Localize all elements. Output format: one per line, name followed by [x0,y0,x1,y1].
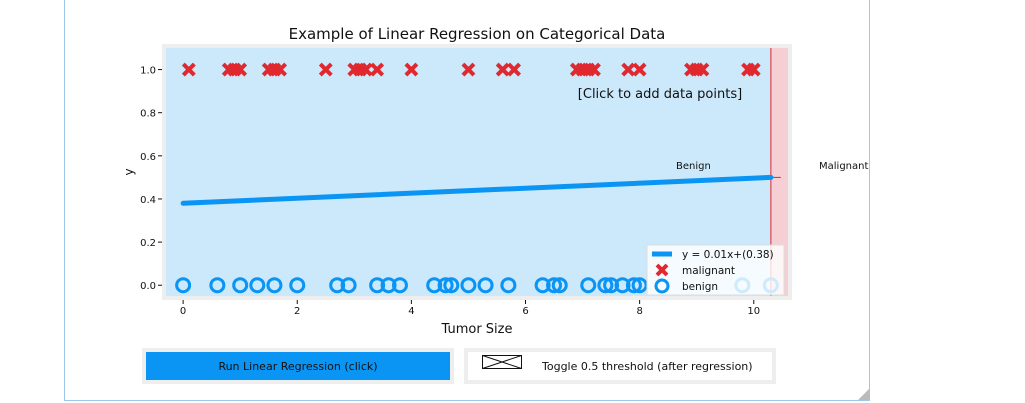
benign-point [625,277,642,294]
x-tick-label: 0 [180,306,186,317]
x-tick-label: 2 [294,306,300,317]
x-tick-label: 6 [522,306,528,317]
threshold-toggle-icon [482,355,522,369]
y-tick-label: 1.0 [140,66,156,77]
legend-entry: malignant [655,263,735,277]
malignant-point [746,62,761,77]
malignant-point [181,62,196,77]
benign-point [534,277,551,294]
benign-point [437,277,454,294]
malignant-mark-stroke [181,62,196,77]
malignant-mark-stroke [358,62,373,77]
x-tick-label: 8 [636,306,642,317]
legend-entry: y = 0.01x+(0.38) [652,249,774,261]
benign-point [546,277,563,294]
benign-point [249,277,266,294]
y-tick-label: 0.2 [140,238,156,249]
y-tick-label: 0.8 [140,109,156,120]
x-tick-label: 4 [408,306,414,317]
benign-point [551,277,568,294]
click-hint[interactable]: [Click to add data points] [578,87,742,102]
benign-point [289,277,306,294]
benign-point [631,277,648,294]
legend-entry: benign [654,278,718,294]
regression-line [180,174,774,206]
resize-grip-icon[interactable] [858,388,870,400]
malignant-point [318,62,333,77]
malignant-mark-stroke [370,62,385,77]
y-tick-label: 0.4 [140,195,156,206]
y-axis-label: y [122,168,136,175]
benign-point [369,277,386,294]
y-tick-label: 0.6 [140,152,156,163]
benign-point [580,277,597,294]
malignant-point [695,62,710,77]
benign-point [266,277,283,294]
run-regression-button[interactable]: Run Linear Regression (click) [146,352,450,380]
malignant-point [233,62,248,77]
benign-point [232,277,249,294]
benign-point [380,277,397,294]
malignant-mark-stroke [746,62,761,77]
benign-point [477,277,494,294]
malignant-point [495,62,510,77]
malignant-mark-stroke [404,62,419,77]
benign-point [443,277,460,294]
malignant-point [358,62,373,77]
malignant-mark-stroke [273,62,288,77]
x-axis-label: Tumor Size [441,322,513,337]
legend-label: malignant [682,265,735,277]
malignant-point [587,62,601,77]
x-tick-label: 10 [747,306,760,317]
benign-point [597,277,614,294]
benign-point [500,277,517,294]
benign-point [340,277,357,294]
malignant-point [273,62,288,77]
malignant-mark-stroke [318,62,333,77]
legend-key-x [655,263,669,277]
y-tick-label: 0.0 [140,281,156,292]
widget-frame [64,0,870,401]
region-label-benign: Benign [676,161,711,172]
threshold-toggle-label: Toggle 0.5 threshold (after regression) [542,360,753,373]
malignant-mark-stroke [695,62,710,77]
benign-point [329,277,346,294]
malignant-point [632,62,647,77]
malignant-mark-stroke [233,62,248,77]
region-label-malignant: Malignant [819,161,868,172]
legend-label: y = 0.01x+(0.38) [682,249,774,261]
malignant-mark-stroke [587,62,601,77]
run-regression-button-frame: Run Linear Regression (click) [142,348,454,384]
benign-point [460,277,477,294]
legend-label: benign [682,281,718,293]
benign-point [175,277,192,294]
threshold-toggle-frame: Toggle 0.5 threshold (after regression) [464,348,776,384]
benign-point [603,277,620,294]
malignant-point [507,62,522,77]
benign-point [209,277,226,294]
threshold-toggle-button[interactable]: Toggle 0.5 threshold (after regression) [468,352,772,380]
malignant-point [404,62,419,77]
legend-key-circle [654,278,670,294]
chart-legend: y = 0.01x+(0.38) malignant benign [646,244,785,296]
chart-title: Example of Linear Regression on Categori… [289,25,666,43]
benign-point [391,277,408,294]
benign-point [614,277,631,294]
malignant-point [461,62,476,77]
malignant-mark-stroke [495,62,510,77]
benign-point [426,277,443,294]
malignant-mark-stroke [461,62,476,77]
malignant-mark-stroke [632,62,647,77]
malignant-mark-stroke [621,62,636,77]
malignant-point [621,62,636,77]
malignant-point [370,62,385,77]
malignant-mark-stroke [507,62,522,77]
region-malignant [770,48,788,296]
